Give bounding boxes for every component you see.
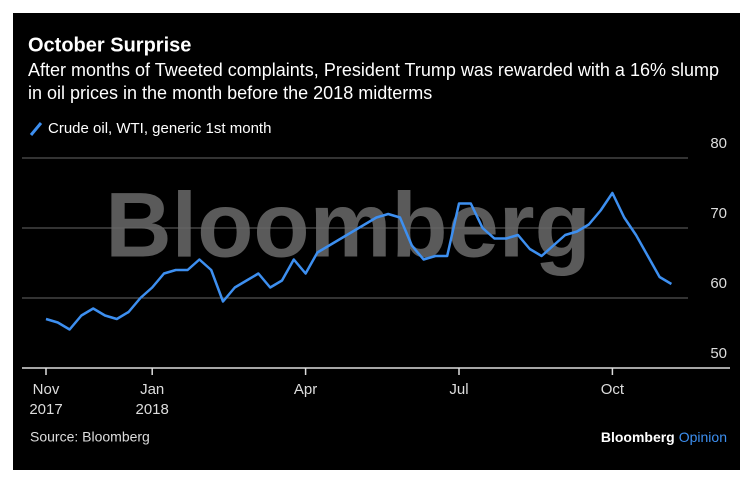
y-tick-label: 70 — [710, 205, 727, 222]
x-tick-label: Jul — [449, 381, 469, 398]
data-line — [45, 191, 673, 331]
x-tick-label: Nov 2017 — [29, 381, 63, 418]
legend-swatch — [29, 122, 43, 136]
watermark: Bloomberg — [105, 174, 591, 276]
brand-name: Bloomberg — [601, 429, 675, 445]
source: Source: Bloomberg — [30, 429, 150, 445]
brand: Bloomberg Opinion — [601, 429, 727, 445]
x-tick-label: Jan 2018 — [135, 381, 169, 418]
subtitle: After months of Tweeted complaints, Pres… — [28, 60, 719, 103]
chart-title: October Surprise — [28, 34, 191, 56]
y-tick-label: 50 — [710, 345, 727, 362]
legend-label: Crude oil, WTI, generic 1st month — [48, 120, 271, 137]
x-tick-label: Oct — [600, 381, 625, 398]
panel — [13, 13, 740, 470]
brand-suffix: Opinion — [679, 429, 727, 445]
x-tick-label: Apr — [293, 381, 318, 398]
y-tick-label: 60 — [710, 275, 727, 292]
y-tick-label: 80 — [710, 135, 727, 152]
